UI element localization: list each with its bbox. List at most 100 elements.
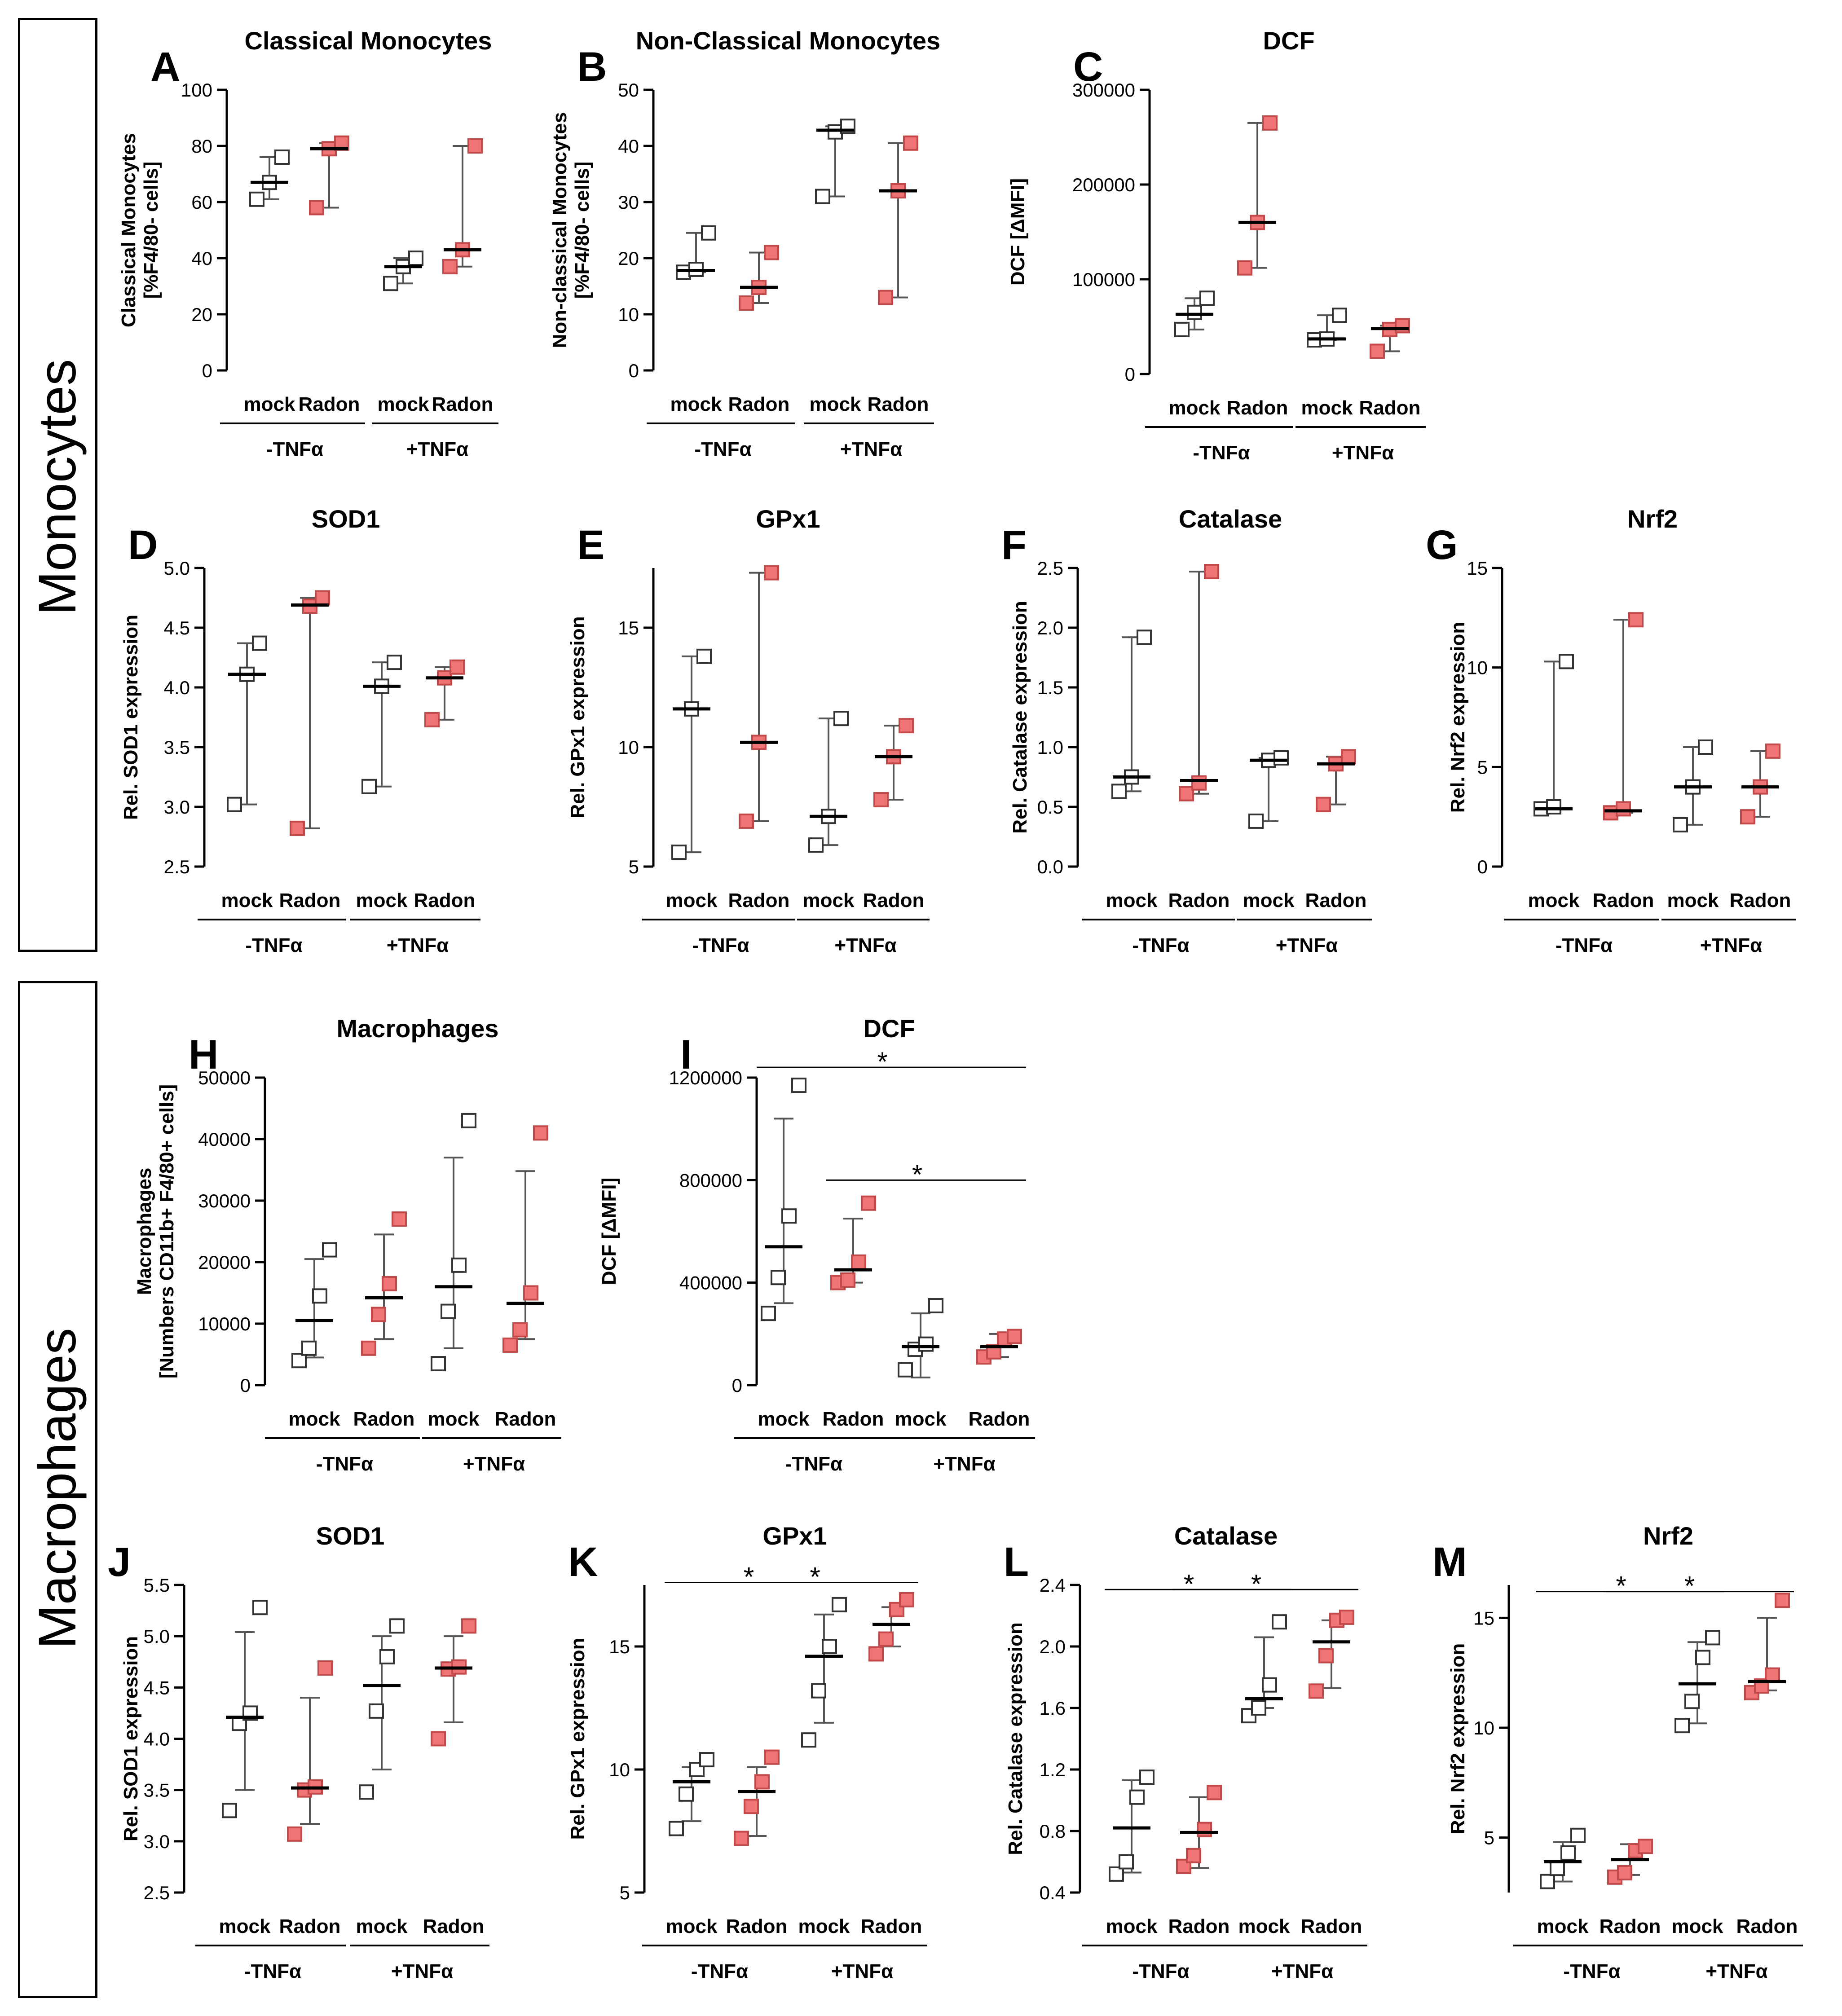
data-point bbox=[671, 845, 687, 860]
data-point bbox=[861, 1195, 876, 1211]
chart-title: GPx1 bbox=[756, 505, 820, 533]
panel-k: K GPx1 5 10 15 Rel. GPx1 expression * * mock Rado… bbox=[567, 1522, 927, 1982]
data-point bbox=[451, 1257, 467, 1273]
group-label: mock bbox=[1667, 889, 1719, 911]
y-tick-label: 100000 bbox=[1072, 269, 1135, 290]
chart-title: Nrf2 bbox=[1643, 1522, 1693, 1550]
macrophages-section-box bbox=[18, 981, 97, 1998]
group-label: mock bbox=[1301, 397, 1353, 419]
panel-i: I DCF 0 400000 800000 1200000 DCF [ΔMFI] * * mock… bbox=[598, 1014, 1035, 1475]
y-axis-label: [%F4/80- cells] bbox=[140, 162, 162, 299]
condition-label: +TNFα bbox=[840, 438, 902, 460]
data-point bbox=[1332, 308, 1347, 323]
data-point bbox=[1137, 629, 1152, 645]
data-point bbox=[1765, 743, 1780, 759]
group-label: mock bbox=[1238, 1915, 1290, 1937]
y-tick-label: 2.5 bbox=[164, 856, 190, 877]
data-point bbox=[461, 1113, 476, 1128]
y-tick-label: 10 bbox=[1467, 657, 1488, 678]
data-point bbox=[1272, 1614, 1287, 1630]
panel-letter: J bbox=[108, 1539, 131, 1585]
condition-label: -TNFα bbox=[691, 1960, 748, 1982]
data-point bbox=[815, 189, 830, 204]
significance-star: * bbox=[1251, 1569, 1261, 1599]
data-point bbox=[808, 837, 824, 853]
data-point bbox=[903, 135, 918, 151]
data-point bbox=[227, 797, 242, 812]
data-point bbox=[898, 1362, 913, 1378]
group-label: mock bbox=[803, 889, 855, 911]
y-tick-label: 1200000 bbox=[669, 1067, 742, 1088]
group-label: mock bbox=[244, 393, 295, 415]
data-point bbox=[1318, 1648, 1334, 1664]
data-point bbox=[1248, 813, 1264, 829]
y-tick-label: 0 bbox=[240, 1375, 251, 1396]
group-label: mock bbox=[356, 889, 408, 911]
data-point bbox=[1638, 1839, 1653, 1854]
data-point bbox=[739, 295, 754, 311]
data-point bbox=[1129, 1789, 1145, 1805]
panel-g: G Nrf2 0 5 10 15 Rel. Nrf2 expression mock Radon… bbox=[1426, 505, 1796, 956]
condition-label: -TNFα bbox=[785, 1453, 842, 1475]
data-point bbox=[1560, 1845, 1576, 1861]
data-point bbox=[699, 1752, 714, 1768]
group-label: Radon bbox=[495, 1408, 556, 1430]
data-point bbox=[822, 1639, 837, 1654]
y-tick-label: 3.0 bbox=[144, 1831, 170, 1852]
group-label: Radon bbox=[728, 393, 790, 415]
group-radon-plus-tnf bbox=[442, 138, 483, 274]
data-point bbox=[379, 1649, 395, 1664]
data-point bbox=[1139, 1770, 1155, 1785]
y-tick-label: 4.0 bbox=[144, 1729, 170, 1750]
data-point bbox=[832, 1597, 847, 1612]
y-tick-label: 10 bbox=[609, 1759, 630, 1780]
group-label: Radon bbox=[423, 1915, 485, 1937]
group-label: Radon bbox=[432, 393, 494, 415]
panel-letter: I bbox=[680, 1032, 692, 1078]
condition-label: +TNFα bbox=[1332, 442, 1394, 464]
group-label: Radon bbox=[1301, 1915, 1362, 1937]
group-label: Radon bbox=[823, 1408, 884, 1430]
group-mock-plus-tnf bbox=[808, 711, 849, 853]
data-point bbox=[764, 245, 779, 260]
y-tick-label: 40000 bbox=[198, 1129, 251, 1150]
data-point bbox=[1197, 1822, 1212, 1837]
y-tick-label: 40 bbox=[191, 248, 212, 269]
y-tick-label: 800000 bbox=[679, 1170, 742, 1191]
group-label: mock bbox=[428, 1408, 480, 1430]
group-radon-minus-tnf bbox=[830, 1195, 876, 1290]
group-mock-minus-tnf bbox=[761, 1078, 806, 1321]
y-tick-label: 15 bbox=[618, 617, 639, 638]
group-label: Radon bbox=[1736, 1915, 1798, 1937]
group-radon-plus-tnf bbox=[868, 1592, 914, 1662]
group-mock-minus-tnf bbox=[1174, 291, 1215, 337]
data-point bbox=[1775, 1593, 1790, 1608]
y-axis-label: [Numbers CD11b+ F4/80+ cells] bbox=[156, 1084, 178, 1378]
group-mock-minus-tnf bbox=[227, 635, 267, 812]
data-point bbox=[392, 1211, 407, 1227]
y-tick-label: 0.4 bbox=[1040, 1882, 1066, 1903]
significance-star: * bbox=[877, 1047, 887, 1077]
condition-label: +TNFα bbox=[834, 934, 896, 956]
group-mock-plus-tnf bbox=[1248, 750, 1289, 829]
data-point bbox=[1191, 775, 1207, 791]
y-tick-label: 10 bbox=[618, 304, 639, 325]
data-point bbox=[868, 1646, 884, 1662]
data-point bbox=[442, 259, 458, 274]
condition-label: +TNFα bbox=[387, 934, 449, 956]
condition-label: +TNFα bbox=[1705, 1960, 1767, 1982]
y-tick-label: 60 bbox=[191, 192, 212, 213]
data-point bbox=[1765, 1667, 1780, 1683]
group-radon-plus-tnf bbox=[431, 1618, 476, 1747]
y-tick-label: 40 bbox=[618, 136, 639, 157]
condition-label: -TNFα bbox=[1132, 1960, 1189, 1982]
data-point bbox=[1341, 749, 1356, 765]
group-label: Radon bbox=[726, 1915, 788, 1937]
y-tick-label: 1.2 bbox=[1040, 1759, 1066, 1780]
condition-label: +TNFα bbox=[1700, 934, 1762, 956]
data-point bbox=[840, 1272, 855, 1288]
data-point bbox=[382, 1276, 397, 1291]
y-tick-label: 3.5 bbox=[144, 1780, 170, 1801]
group-radon-minus-tnf bbox=[1179, 563, 1219, 801]
